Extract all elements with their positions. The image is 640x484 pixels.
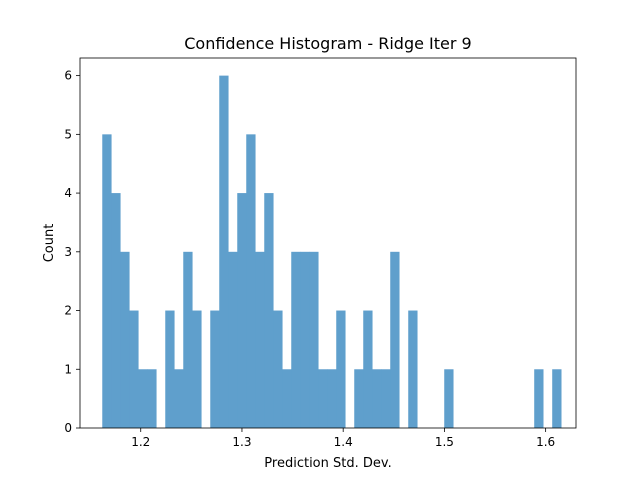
histogram-bar xyxy=(381,369,391,428)
y-tick-label: 2 xyxy=(64,304,72,318)
x-tick-label: 1.6 xyxy=(536,435,555,449)
y-axis-label: Count xyxy=(42,224,57,263)
histogram-bar xyxy=(147,369,157,428)
histogram-bar xyxy=(120,251,130,428)
histogram-bar xyxy=(210,310,220,428)
y-tick-label: 3 xyxy=(64,245,72,259)
histogram-bar xyxy=(165,310,175,428)
bars-group xyxy=(102,75,562,429)
histogram-bar xyxy=(552,369,562,428)
x-tick-label: 1.3 xyxy=(232,435,251,449)
y-ticks: 0 1 2 3 4 5 6 xyxy=(64,69,80,435)
y-tick-label: 6 xyxy=(64,69,72,83)
histogram-bar xyxy=(273,310,283,428)
y-tick-label: 1 xyxy=(64,362,72,376)
x-tick-label: 1.5 xyxy=(435,435,454,449)
histogram-bar xyxy=(318,369,328,428)
histogram-bar xyxy=(237,193,247,428)
histogram-bar xyxy=(228,251,238,428)
histogram-bar xyxy=(300,251,310,428)
chart-title: Confidence Histogram - Ridge Iter 9 xyxy=(184,34,471,53)
histogram-bar xyxy=(390,251,400,428)
x-axis-label: Prediction Std. Dev. xyxy=(264,456,391,471)
histogram-bar xyxy=(255,251,265,428)
histogram-bar xyxy=(444,369,454,428)
histogram-bar xyxy=(111,193,121,428)
histogram-bar xyxy=(408,310,418,428)
histogram-bar xyxy=(282,369,292,428)
histogram-bar xyxy=(264,193,274,428)
y-tick-label: 4 xyxy=(64,186,72,200)
histogram-bar xyxy=(291,251,301,428)
y-tick-label: 0 xyxy=(64,421,72,435)
axes-group xyxy=(79,57,577,429)
x-ticks: 1.2 1.3 1.4 1.5 1.6 xyxy=(131,428,555,449)
histogram-bar xyxy=(534,369,544,428)
histogram-bar xyxy=(102,134,112,428)
x-tick-label: 1.2 xyxy=(131,435,150,449)
plot-frame xyxy=(79,57,577,429)
histogram-bar xyxy=(336,310,346,428)
histogram-bar xyxy=(327,369,337,428)
histogram-bar xyxy=(309,251,319,428)
y-tick-label: 5 xyxy=(64,127,72,141)
histogram-bar xyxy=(363,310,373,428)
histogram-bar xyxy=(246,134,256,428)
histogram-bar xyxy=(354,369,364,428)
histogram-bar xyxy=(219,75,229,429)
histogram-bar xyxy=(129,310,139,428)
histogram-bar xyxy=(138,369,148,428)
histogram-bar xyxy=(174,369,184,428)
histogram-bar xyxy=(372,369,382,428)
histogram-bar xyxy=(192,310,202,428)
x-tick-label: 1.4 xyxy=(334,435,353,449)
histogram-bar xyxy=(183,251,193,428)
